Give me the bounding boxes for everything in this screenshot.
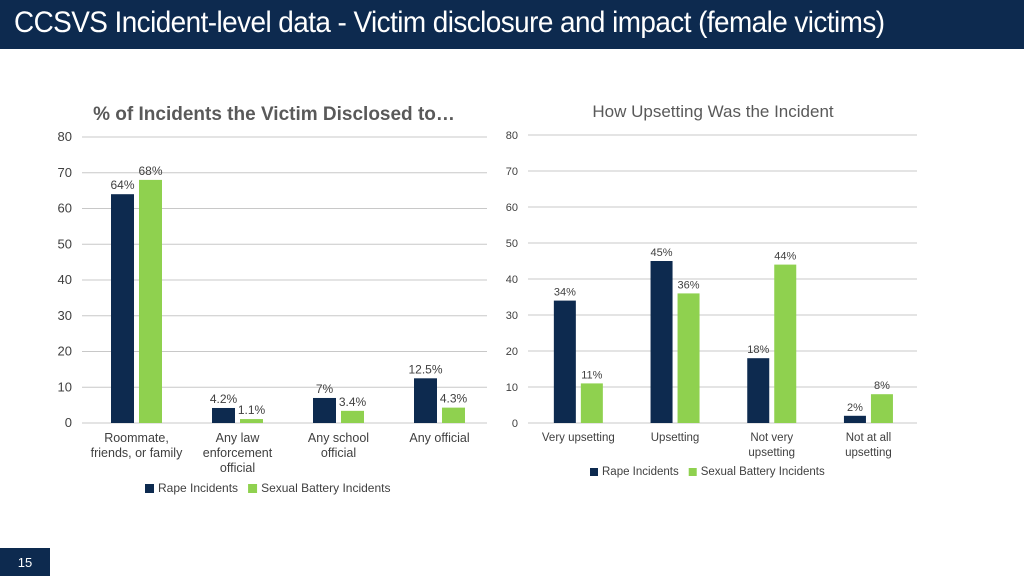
upsetting-y-tick-label: 50	[506, 238, 518, 250]
upsetting-y-tick-label: 20	[506, 346, 518, 358]
upsetting-y-tick-label: 70	[506, 166, 518, 178]
disclosure-data-label: 3.4%	[339, 395, 367, 409]
upsetting-category-label: upsetting	[845, 447, 892, 459]
disclosure-data-label: 12.5%	[408, 362, 442, 376]
upsetting-bar-rape	[650, 261, 673, 423]
upsetting-data-label: 45%	[651, 247, 673, 259]
upsetting-data-label: 8%	[874, 380, 890, 392]
upsetting-data-label: 34%	[554, 287, 576, 299]
upsetting-bar-battery	[774, 264, 797, 423]
upsetting-data-label: 2%	[847, 402, 863, 414]
disclosure-bar-battery	[139, 179, 162, 423]
disclosure-data-label: 68%	[138, 164, 162, 178]
disclosure-y-tick-label: 30	[58, 308, 72, 323]
upsetting-data-label: 44%	[774, 251, 796, 263]
disclosure-y-tick-label: 50	[58, 236, 72, 251]
disclosure-legend-swatch-rape	[145, 484, 154, 493]
upsetting-bar-battery	[580, 383, 603, 423]
disclosure-data-label: 4.3%	[440, 392, 468, 406]
upsetting-legend-label: Rape Incidents	[602, 466, 679, 478]
disclosure-y-tick-label: 60	[58, 201, 72, 216]
disclosure-bar-rape	[313, 397, 336, 423]
upsetting-y-tick-label: 40	[506, 274, 518, 286]
disclosure-data-label: 64%	[110, 178, 134, 192]
upsetting-y-tick-label: 80	[506, 130, 518, 142]
disclosure-category-label: Any law	[216, 431, 261, 445]
disclosure-chart-title: % of Incidents the Victim Disclosed to…	[93, 104, 455, 125]
upsetting-y-tick-label: 60	[506, 202, 518, 214]
disclosure-bar-rape	[111, 194, 134, 423]
charts-canvas: % of Incidents the Victim Disclosed to… 0…	[58, 102, 917, 495]
upsetting-bar-battery	[677, 293, 700, 423]
upsetting-bar-battery	[870, 394, 893, 423]
disclosure-y-tick-label: 20	[58, 344, 72, 359]
upsetting-category-label: Not very	[750, 432, 793, 444]
upsetting-category-label: Very upsetting	[542, 432, 615, 444]
upsetting-category-label: upsetting	[748, 447, 795, 459]
disclosure-bar-rape	[212, 407, 235, 423]
upsetting-data-label: 11%	[581, 369, 602, 381]
disclosure-category-label: Roommate,	[104, 431, 169, 445]
upsetting-y-tick-label: 0	[512, 418, 518, 430]
slide-header: CCSVS Incident-level data - Victim discl…	[0, 0, 1024, 49]
upsetting-bar-rape	[553, 300, 576, 423]
upsetting-y-tick-label: 30	[506, 310, 518, 322]
disclosure-legend-label: Sexual Battery Incidents	[261, 481, 390, 495]
disclosure-category-label: official	[220, 461, 255, 475]
page-number-box: 15	[0, 548, 50, 576]
disclosure-bar-rape	[414, 378, 437, 423]
upsetting-legend-swatch-rape	[590, 468, 598, 476]
upsetting-y-tick-label: 10	[506, 382, 518, 394]
disclosure-data-label: 4.2%	[210, 392, 238, 406]
disclosure-data-label: 1.1%	[238, 403, 266, 417]
disclosure-bar-battery	[442, 407, 465, 423]
disclosure-y-tick-label: 70	[58, 165, 72, 180]
upsetting-data-label: 18%	[747, 344, 769, 356]
disclosure-y-tick-label: 10	[58, 379, 72, 394]
disclosure-legend-label: Rape Incidents	[158, 481, 238, 495]
upsetting-data-label: 36%	[678, 279, 700, 291]
disclosure-category-label: friends, or family	[91, 446, 183, 460]
disclosure-legend-swatch-battery	[248, 484, 258, 493]
page-number: 15	[17, 555, 33, 570]
disclosure-y-tick-label: 80	[58, 129, 72, 144]
disclosure-bar-battery	[341, 410, 364, 423]
disclosure-y-tick-label: 0	[65, 415, 72, 430]
upsetting-legend-label: Sexual Battery Incidents	[701, 466, 825, 478]
upsetting-category-label: Upsetting	[651, 432, 700, 444]
disclosure-category-label: enforcement	[203, 446, 273, 460]
disclosure-y-tick-label: 40	[58, 272, 72, 287]
disclosure-category-label: official	[321, 446, 356, 460]
disclosure-bar-battery	[240, 419, 263, 423]
disclosure-category-label: Any official	[409, 431, 469, 445]
disclosure-category-label: Any school	[308, 431, 369, 445]
upsetting-category-label: Not at all	[846, 432, 891, 444]
upsetting-bar-rape	[747, 358, 770, 423]
disclosure-data-label: 7%	[316, 382, 334, 396]
slide-title: CCSVS Incident-level data - Victim discl…	[14, 6, 885, 39]
upsetting-bar-rape	[843, 415, 866, 423]
upsetting-legend-swatch-battery	[688, 468, 697, 476]
upsetting-chart-title: How Upsetting Was the Incident	[592, 102, 834, 121]
